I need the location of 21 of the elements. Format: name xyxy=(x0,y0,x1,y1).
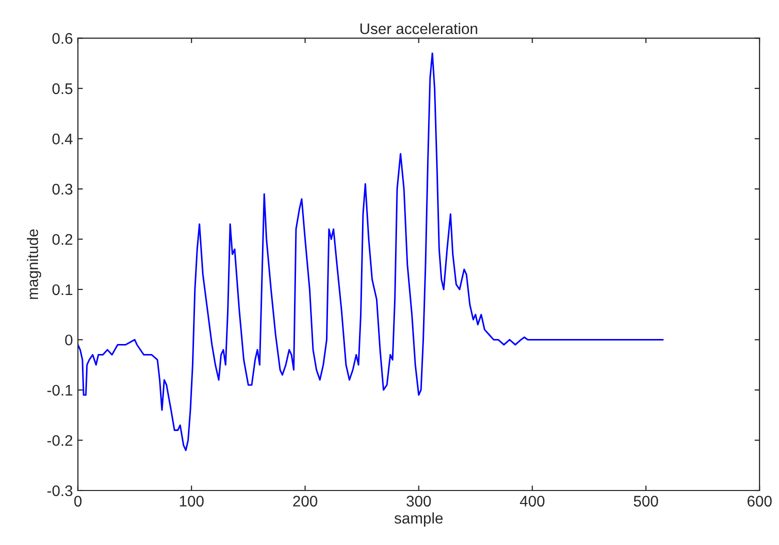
x-tick-label: 600 xyxy=(748,496,772,507)
x-tick-label: 100 xyxy=(180,496,204,507)
y-axis-title: magnitude xyxy=(26,229,42,299)
x-tick-label: 0 xyxy=(74,496,82,507)
y-tick-label: -0.2 xyxy=(47,435,72,446)
x-tick-label: 500 xyxy=(634,496,658,507)
y-tick-label: -0.1 xyxy=(47,384,72,396)
y-tick-label: 0 xyxy=(65,334,72,346)
x-tick-label: 200 xyxy=(293,496,318,507)
y-tick-label: 0.5 xyxy=(52,83,72,94)
y-tick-label: 0.2 xyxy=(52,234,72,245)
x-tick-label: 300 xyxy=(406,496,431,507)
line-series xyxy=(78,52,664,452)
y-tick-label: 0.4 xyxy=(52,134,73,144)
chart-title: User acceleration xyxy=(360,22,478,34)
x-tick-label: 400 xyxy=(520,496,544,507)
y-tick-label: 0.1 xyxy=(52,284,72,296)
y-tick-label: -0.3 xyxy=(47,485,72,496)
x-axis-title: sample xyxy=(394,512,443,527)
y-tick-label: 0.6 xyxy=(52,33,72,44)
y-tick-label: 0.3 xyxy=(52,184,72,195)
